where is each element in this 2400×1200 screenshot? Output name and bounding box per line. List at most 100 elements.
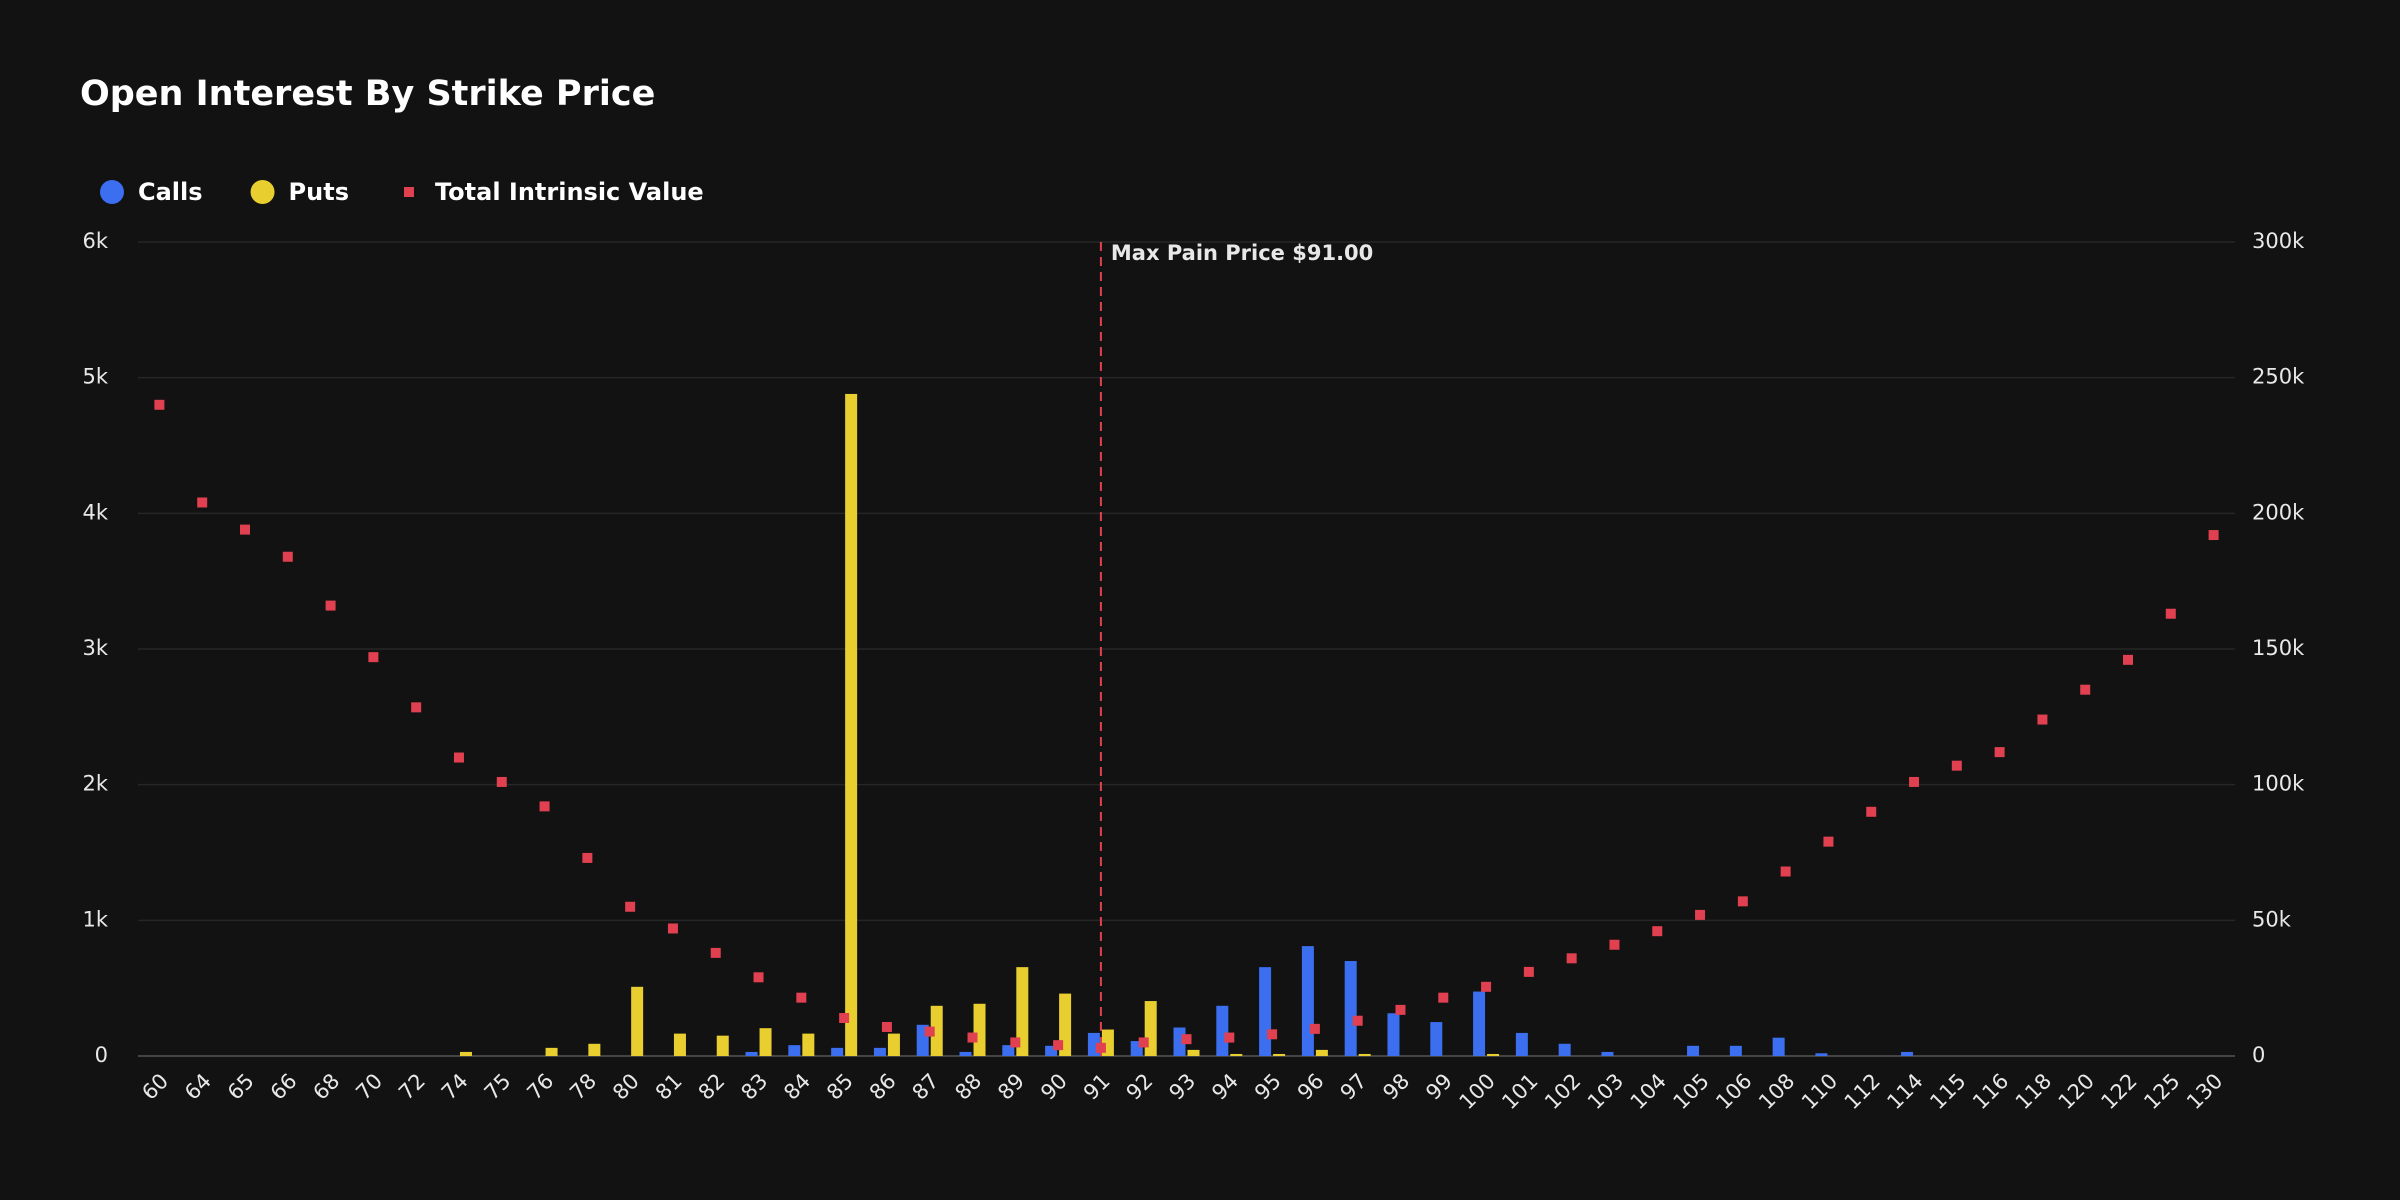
point bbox=[1267, 1029, 1278, 1040]
point bbox=[967, 1032, 978, 1043]
legend-label: Calls bbox=[138, 178, 203, 206]
x-tick-label: 81 bbox=[651, 1069, 687, 1105]
bar bbox=[1315, 1049, 1328, 1056]
y-tick-label: 2k bbox=[82, 772, 108, 796]
x-tick-label: 70 bbox=[351, 1069, 387, 1105]
x-tick-label: 87 bbox=[908, 1069, 944, 1105]
point bbox=[1352, 1015, 1363, 1026]
point bbox=[1909, 776, 1920, 787]
bar bbox=[1515, 1032, 1528, 1056]
point bbox=[839, 1013, 850, 1024]
point bbox=[282, 551, 293, 562]
bar bbox=[1601, 1051, 1614, 1056]
x-tick-label: 120 bbox=[2054, 1069, 2099, 1114]
x-tick-label: 83 bbox=[736, 1069, 772, 1105]
bar bbox=[1687, 1045, 1700, 1056]
point bbox=[539, 801, 550, 812]
x-tick-label: 90 bbox=[1036, 1069, 1072, 1105]
point bbox=[1395, 1004, 1406, 1015]
x-tick-label: 86 bbox=[865, 1069, 901, 1105]
legend-label: Puts bbox=[289, 178, 349, 206]
point bbox=[154, 399, 165, 410]
bar bbox=[759, 1028, 772, 1056]
point bbox=[1866, 806, 1877, 817]
x-tick-label: 105 bbox=[1669, 1069, 1714, 1114]
x-tick-label: 91 bbox=[1079, 1069, 1115, 1105]
bar bbox=[1144, 1001, 1157, 1056]
point bbox=[239, 524, 250, 535]
x-tick-label: 104 bbox=[1626, 1069, 1671, 1114]
point bbox=[325, 600, 336, 611]
y2-tick-label: 150k bbox=[2252, 636, 2305, 660]
bar bbox=[1430, 1022, 1443, 1056]
point bbox=[881, 1021, 892, 1032]
point bbox=[2165, 608, 2176, 619]
point bbox=[625, 901, 636, 912]
x-tick-label: 98 bbox=[1378, 1069, 1414, 1105]
point bbox=[1438, 992, 1449, 1003]
x-tick-label: 96 bbox=[1293, 1069, 1329, 1105]
x-tick-label: 92 bbox=[1122, 1069, 1158, 1105]
x-tick-label: 103 bbox=[1583, 1069, 1628, 1114]
bar bbox=[959, 1051, 972, 1056]
bar bbox=[788, 1045, 801, 1056]
bar bbox=[1230, 1053, 1243, 1056]
x-tick-label: 74 bbox=[437, 1069, 473, 1105]
bar bbox=[1473, 991, 1486, 1056]
bar bbox=[1259, 967, 1272, 1056]
x-tick-label: 108 bbox=[1754, 1069, 1799, 1114]
y2-tick-label: 250k bbox=[2252, 365, 2305, 389]
y-tick-label: 5k bbox=[82, 365, 108, 389]
point bbox=[1695, 909, 1706, 920]
bar bbox=[459, 1051, 472, 1056]
point bbox=[2123, 654, 2134, 665]
bar bbox=[1002, 1045, 1015, 1056]
x-tick-label: 65 bbox=[223, 1069, 259, 1105]
y2-tick-label: 300k bbox=[2252, 229, 2305, 253]
x-tick-label: 64 bbox=[180, 1069, 216, 1105]
point bbox=[582, 852, 593, 863]
point bbox=[710, 947, 721, 958]
point bbox=[1053, 1040, 1064, 1051]
point bbox=[197, 497, 208, 508]
point bbox=[1994, 747, 2005, 758]
point bbox=[1181, 1034, 1192, 1045]
y2-tick-label: 200k bbox=[2252, 500, 2305, 524]
point bbox=[924, 1026, 935, 1037]
x-tick-label: 114 bbox=[1882, 1069, 1927, 1114]
x-tick-label: 118 bbox=[2011, 1069, 2056, 1114]
bar bbox=[930, 1005, 943, 1056]
x-tick-label: 101 bbox=[1497, 1069, 1542, 1114]
x-tick-label: 125 bbox=[2139, 1069, 2184, 1114]
x-tick-label: 99 bbox=[1421, 1069, 1457, 1105]
bar bbox=[1301, 946, 1314, 1056]
point bbox=[1737, 896, 1748, 907]
x-tick-label: 75 bbox=[480, 1069, 516, 1105]
x-tick-label: 122 bbox=[2096, 1069, 2141, 1114]
legend-marker bbox=[403, 187, 414, 197]
x-tick-label: 80 bbox=[608, 1069, 644, 1105]
x-tick-label: 95 bbox=[1250, 1069, 1286, 1105]
bar bbox=[973, 1003, 986, 1056]
bar bbox=[845, 393, 858, 1056]
bar bbox=[1273, 1053, 1286, 1056]
bar bbox=[1016, 967, 1029, 1056]
y2-tick-label: 100k bbox=[2252, 772, 2305, 796]
point bbox=[1566, 953, 1577, 964]
x-tick-label: 93 bbox=[1164, 1069, 1200, 1105]
x-tick-label: 112 bbox=[1840, 1069, 1885, 1114]
x-tick-label: 76 bbox=[522, 1069, 558, 1105]
x-tick-label: 110 bbox=[1797, 1069, 1842, 1114]
point bbox=[1010, 1037, 1021, 1048]
point bbox=[1481, 981, 1492, 992]
point bbox=[1652, 926, 1663, 937]
legend-marker bbox=[250, 180, 275, 204]
y-tick-label: 6k bbox=[82, 229, 108, 253]
bar bbox=[1344, 961, 1357, 1056]
point bbox=[2037, 714, 2048, 725]
point bbox=[411, 702, 422, 713]
point bbox=[796, 992, 807, 1003]
y-tick-label: 0 bbox=[95, 1043, 108, 1067]
point bbox=[496, 776, 507, 787]
